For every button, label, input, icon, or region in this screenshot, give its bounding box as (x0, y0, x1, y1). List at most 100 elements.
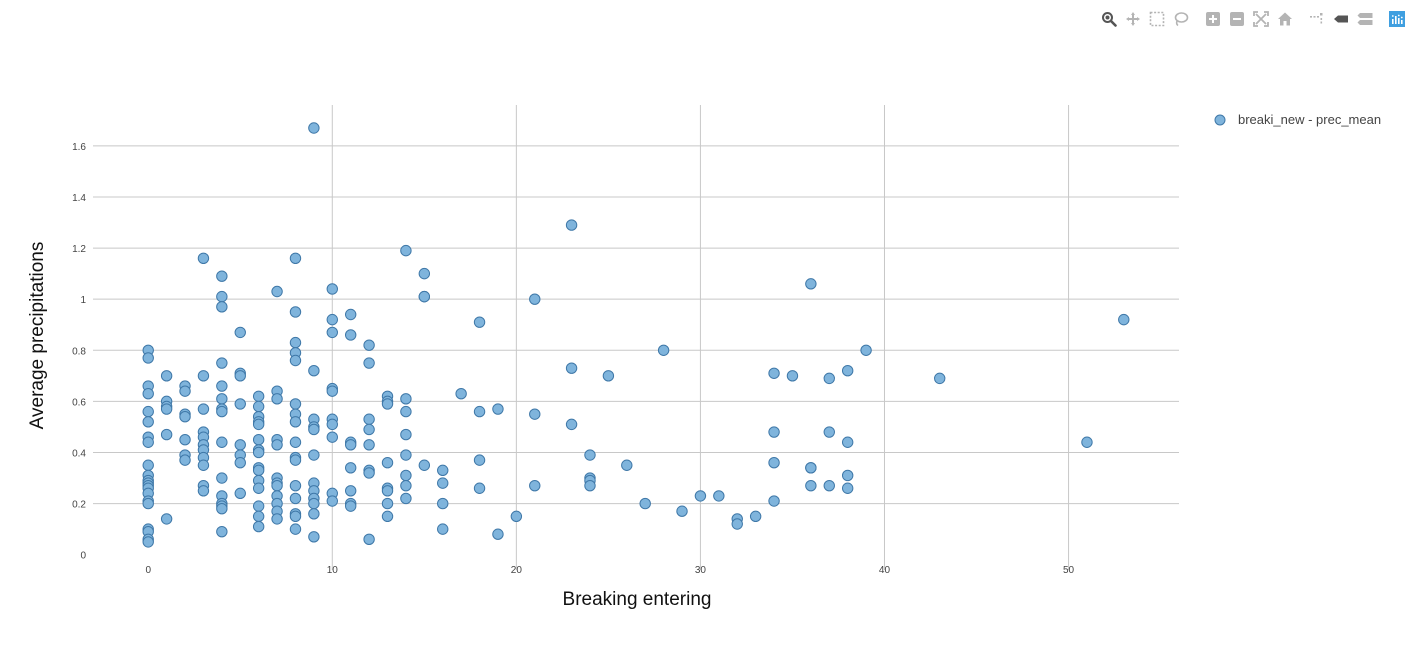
data-point[interactable] (179, 411, 191, 423)
data-point[interactable] (160, 513, 173, 525)
data-point[interactable] (565, 362, 578, 374)
data-point[interactable] (234, 456, 246, 469)
data-point[interactable] (786, 370, 799, 382)
data-point[interactable] (197, 370, 210, 382)
data-point[interactable] (289, 336, 302, 349)
data-point[interactable] (216, 380, 228, 392)
data-point[interactable] (271, 439, 283, 451)
data-point[interactable] (252, 510, 265, 523)
data-point[interactable] (473, 454, 486, 466)
data-point[interactable] (363, 357, 375, 369)
data-point[interactable] (271, 479, 283, 492)
data-point[interactable] (381, 510, 394, 523)
data-point[interactable] (216, 472, 228, 484)
data-point[interactable] (197, 459, 210, 471)
data-point[interactable] (326, 326, 338, 339)
hover-compare-icon[interactable] (1355, 9, 1375, 29)
data-point[interactable] (308, 423, 320, 436)
zoom-out-icon[interactable] (1227, 9, 1247, 29)
data-point[interactable] (363, 533, 375, 546)
data-point[interactable] (473, 405, 486, 418)
data-point[interactable] (160, 370, 173, 382)
data-point[interactable] (252, 482, 265, 494)
data-point[interactable] (510, 510, 523, 523)
zoom-in-icon[interactable] (1203, 9, 1223, 29)
data-point[interactable] (381, 497, 394, 510)
data-point[interactable] (234, 487, 246, 500)
data-point[interactable] (234, 439, 246, 451)
data-point[interactable] (326, 283, 338, 295)
data-point[interactable] (400, 393, 412, 405)
data-point[interactable] (289, 416, 302, 428)
data-point[interactable] (197, 252, 210, 264)
data-point[interactable] (437, 464, 449, 477)
data-point[interactable] (344, 462, 357, 474)
data-point[interactable] (252, 500, 265, 512)
data-point[interactable] (381, 485, 394, 497)
data-point[interactable] (473, 316, 486, 328)
data-point[interactable] (805, 462, 817, 474)
data-point[interactable] (197, 485, 210, 497)
data-point[interactable] (271, 513, 283, 525)
data-point[interactable] (805, 278, 817, 290)
data-point[interactable] (639, 497, 651, 510)
data-point[interactable] (271, 285, 283, 298)
data-point[interactable] (142, 536, 154, 548)
data-point[interactable] (713, 490, 725, 502)
data-point[interactable] (197, 403, 210, 415)
data-point[interactable] (160, 428, 173, 441)
data-point[interactable] (234, 370, 246, 382)
data-point[interactable] (308, 122, 320, 134)
data-point[interactable] (252, 400, 265, 413)
data-point[interactable] (326, 495, 338, 507)
data-point[interactable] (400, 479, 412, 492)
data-point[interactable] (565, 418, 578, 431)
data-point[interactable] (216, 290, 228, 303)
data-point[interactable] (602, 370, 615, 382)
toggle-spike-lines-icon[interactable] (1307, 9, 1327, 29)
data-point[interactable] (768, 367, 780, 379)
data-point[interactable] (289, 510, 302, 523)
legend[interactable]: breaki_new - prec_mean (1214, 112, 1381, 127)
data-point[interactable] (344, 500, 357, 512)
data-point[interactable] (805, 479, 817, 492)
data-point[interactable] (529, 479, 541, 492)
data-point[interactable] (823, 426, 835, 438)
data-point[interactable] (344, 308, 357, 321)
data-point[interactable] (749, 510, 762, 523)
data-point[interactable] (584, 449, 596, 461)
data-point[interactable] (1081, 436, 1093, 448)
data-point[interactable] (234, 326, 246, 339)
data-point[interactable] (216, 357, 228, 369)
data-point[interactable] (142, 436, 154, 448)
data-point[interactable] (289, 252, 302, 264)
data-point[interactable] (934, 372, 946, 385)
data-point[interactable] (621, 459, 633, 471)
pan-icon[interactable] (1123, 9, 1143, 29)
data-point[interactable] (676, 505, 688, 517)
data-point[interactable] (400, 492, 412, 505)
data-point[interactable] (841, 436, 854, 448)
data-point[interactable] (252, 520, 265, 533)
data-point[interactable] (418, 267, 431, 280)
data-point[interactable] (216, 502, 228, 515)
data-point[interactable] (216, 270, 228, 282)
data-point[interactable] (216, 405, 228, 418)
data-point[interactable] (400, 449, 412, 461)
data-point[interactable] (381, 456, 394, 469)
data-point[interactable] (400, 469, 412, 482)
data-point[interactable] (179, 385, 191, 397)
data-point[interactable] (860, 344, 872, 356)
data-point[interactable] (694, 490, 707, 502)
data-point[interactable] (289, 454, 302, 466)
data-point[interactable] (308, 497, 320, 510)
data-point[interactable] (326, 385, 338, 397)
data-point[interactable] (437, 523, 449, 535)
data-point[interactable] (326, 313, 338, 326)
data-point[interactable] (492, 403, 504, 415)
data-point[interactable] (308, 449, 320, 461)
lasso-select-icon[interactable] (1171, 9, 1191, 29)
data-point[interactable] (216, 525, 228, 538)
data-point[interactable] (400, 428, 412, 441)
data-point[interactable] (216, 301, 228, 313)
